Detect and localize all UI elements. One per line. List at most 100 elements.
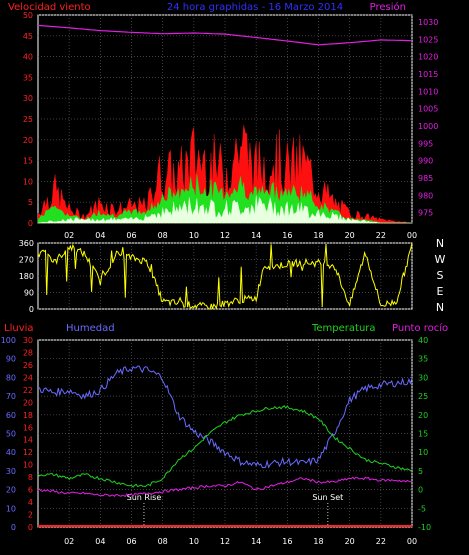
x-tick-label: 10 xyxy=(189,537,199,546)
rain-tick-label: 30 xyxy=(23,336,33,345)
wind-tick-label: 5 xyxy=(28,198,33,207)
humidity-tick-label: 30 xyxy=(6,467,16,476)
x-tick-label: 00 xyxy=(407,231,417,240)
temperature-tick-label: 5 xyxy=(418,467,423,476)
wind-direction-panel: 0 90 180 270 360 xyxy=(19,239,413,314)
rain-axis-label: Lluvia xyxy=(4,323,34,334)
compass-n-top: N xyxy=(436,237,444,250)
wind-tick-label: 15 xyxy=(23,157,33,166)
temperature-axis-label: Temperatura xyxy=(311,323,376,334)
series-pressure xyxy=(37,24,413,46)
wind-tick-label: 35 xyxy=(23,73,33,82)
temperature-tick-label: 40 xyxy=(418,336,428,345)
pressure-tick-label: 990 xyxy=(418,157,433,166)
temperature-tick-label: 10 xyxy=(418,448,428,457)
wind-tick-label: 0 xyxy=(28,219,33,228)
wind-pressure-panel: 02 04 06 08 10 12 14 16 18 20 22 000510152025303540… xyxy=(23,11,439,240)
humidity-axis-label: Humedad xyxy=(66,323,115,334)
rain-tick-label: 14 xyxy=(23,436,33,445)
wind-tick-label: 25 xyxy=(23,115,33,124)
series-humidity xyxy=(37,365,413,469)
temperature-tick-label: 20 xyxy=(418,411,428,420)
x-tick-label: 04 xyxy=(95,537,105,546)
wind-tick-label: 20 xyxy=(23,136,33,145)
x-tick-label: 18 xyxy=(313,537,323,546)
x-tick-label: 16 xyxy=(282,537,292,546)
direction-tick-label: 90 xyxy=(24,289,34,298)
rain-tick-label: 16 xyxy=(23,423,33,432)
temperature-tick-label: 25 xyxy=(418,392,428,401)
x-tick-label: 08 xyxy=(158,537,168,546)
temperature-tick-label: 30 xyxy=(418,373,428,382)
x-tick-label: 02 xyxy=(64,231,74,240)
x-tick-label: 12 xyxy=(220,231,230,240)
rain-tick-label: 24 xyxy=(23,373,33,382)
compass-n-bottom: N xyxy=(436,301,444,314)
pressure-tick-label: 1020 xyxy=(418,53,438,62)
rain-tick-label: 8 xyxy=(28,473,33,482)
x-tick-label: 20 xyxy=(345,231,355,240)
chart-title: 24 hora graphidas - 16 Marzo 2014 xyxy=(167,2,343,13)
pressure-tick-label: 1005 xyxy=(418,105,438,114)
temperature-tick-label: -10 xyxy=(418,523,431,532)
direction-tick-label: 270 xyxy=(19,256,34,265)
temperature-tick-label: 35 xyxy=(418,355,428,364)
humidity-tick-label: 60 xyxy=(6,411,16,420)
pressure-tick-label: 1015 xyxy=(418,70,438,79)
x-tick-label: 02 xyxy=(64,537,74,546)
pressure-tick-label: 995 xyxy=(418,139,433,148)
wind-axis-label: Velocidad viento xyxy=(8,2,91,13)
x-tick-label: 14 xyxy=(251,537,261,546)
compass-e: E xyxy=(437,285,444,298)
x-tick-label: 16 xyxy=(282,231,292,240)
humidity-tick-label: 90 xyxy=(6,355,16,364)
humidity-tick-label: 0 xyxy=(11,523,16,532)
x-tick-label: 18 xyxy=(313,231,323,240)
series-min xyxy=(37,195,412,224)
x-tick-label: 12 xyxy=(220,537,230,546)
pressure-tick-label: 975 xyxy=(418,209,433,218)
pressure-tick-label: 1000 xyxy=(418,122,438,131)
pressure-tick-label: 1030 xyxy=(418,18,438,27)
pressure-tick-label: 980 xyxy=(418,191,433,200)
temperature-tick-label: 0 xyxy=(418,486,423,495)
compass-w: W xyxy=(435,253,446,266)
series-dewpoint xyxy=(37,476,412,498)
wind-tick-label: 40 xyxy=(23,53,33,62)
x-tick-label: 14 xyxy=(251,231,261,240)
x-tick-label: 22 xyxy=(376,231,386,240)
x-tick-label: 22 xyxy=(376,537,386,546)
rain-tick-label: 6 xyxy=(28,486,33,495)
temperature-tick-label: 15 xyxy=(418,430,428,439)
x-tick-label: 08 xyxy=(158,231,168,240)
rain-tick-label: 4 xyxy=(28,498,33,507)
rain-tick-label: 28 xyxy=(23,348,33,357)
temperature-tick-label: -5 xyxy=(418,504,426,513)
rain-tick-label: 22 xyxy=(23,386,33,395)
pressure-axis-label: Presión xyxy=(370,1,406,13)
x-tick-label: 06 xyxy=(126,231,136,240)
wind-tick-label: 50 xyxy=(23,11,33,20)
x-tick-label: 04 xyxy=(95,231,105,240)
humidity-tick-label: 40 xyxy=(6,448,16,457)
humidity-tick-label: 50 xyxy=(6,430,16,439)
humidity-tick-label: 100 xyxy=(1,336,16,345)
direction-tick-label: 360 xyxy=(19,239,34,248)
rain-tick-label: 2 xyxy=(28,511,33,520)
x-tick-label: 20 xyxy=(345,537,355,546)
rain-tick-label: 0 xyxy=(28,523,33,532)
rain-tick-label: 10 xyxy=(23,461,33,470)
series-direction xyxy=(37,242,413,310)
direction-tick-label: 0 xyxy=(29,305,34,314)
wind-tick-label: 30 xyxy=(23,94,33,103)
humidity-tick-label: 20 xyxy=(6,486,16,495)
compass-s: S xyxy=(437,269,444,282)
rain-tick-label: 18 xyxy=(23,411,33,420)
rain-tick-label: 26 xyxy=(23,361,33,370)
rain-tick-label: 12 xyxy=(23,448,33,457)
series-temperature xyxy=(37,405,413,488)
humidity-tick-label: 70 xyxy=(6,392,16,401)
wind-tick-label: 45 xyxy=(23,32,33,41)
